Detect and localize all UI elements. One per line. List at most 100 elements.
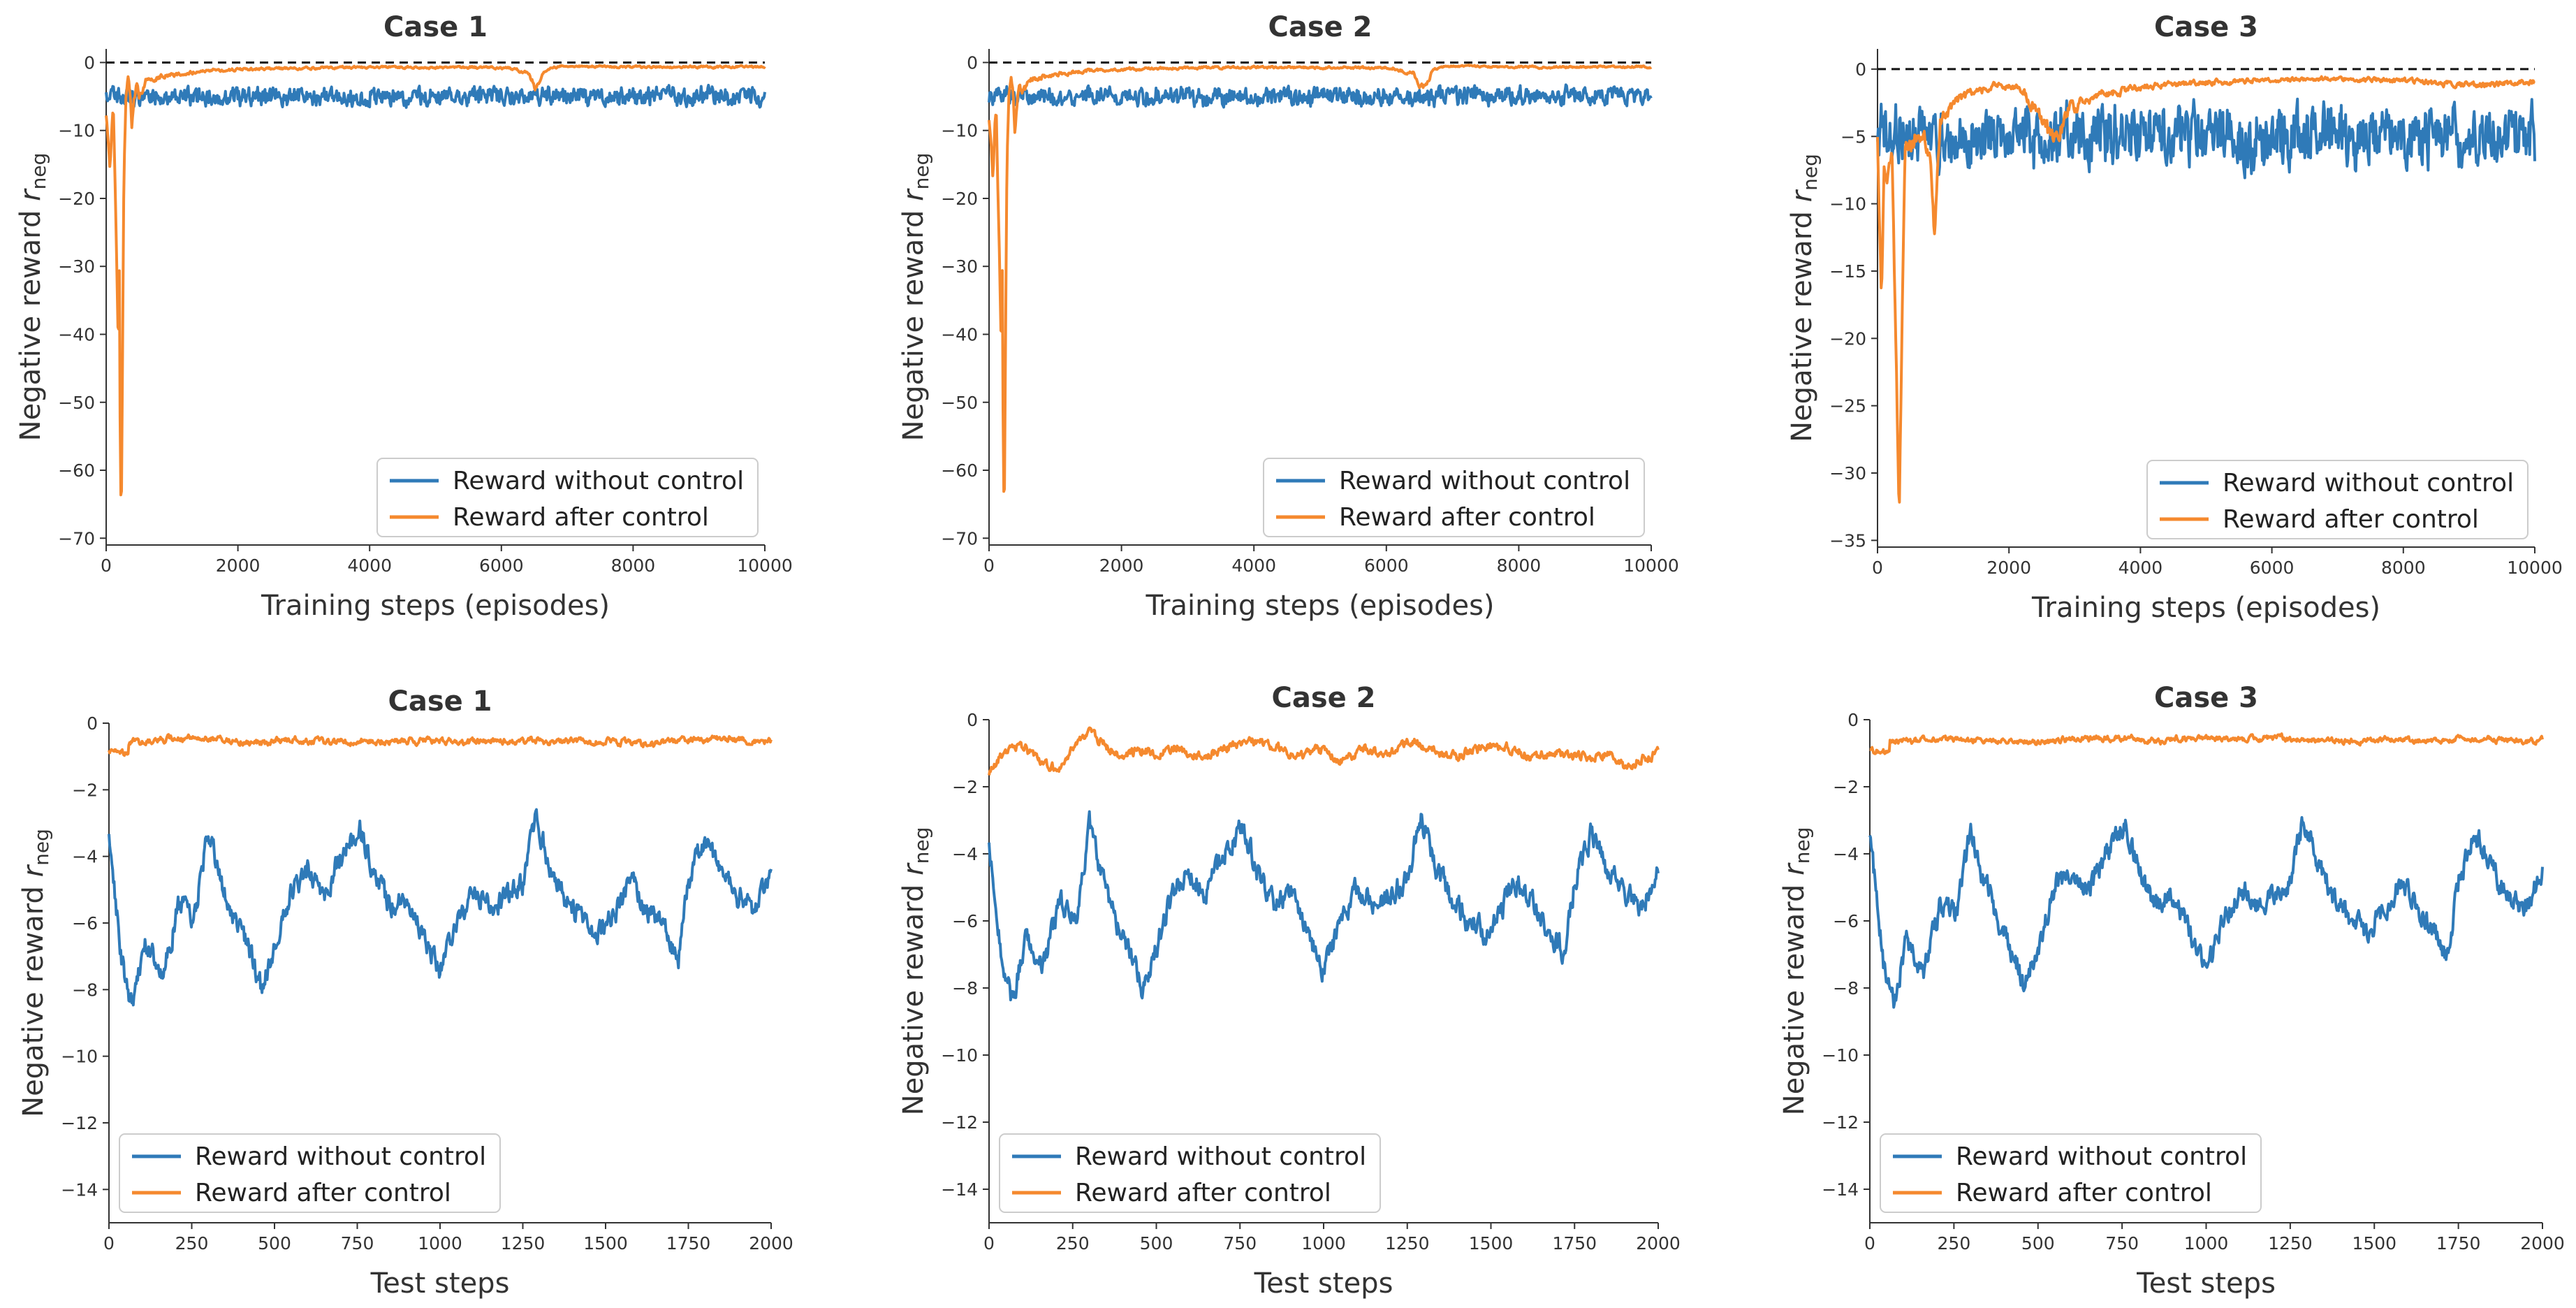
- x-tick-label: 500: [2021, 1233, 2055, 1254]
- y-axis-label: Negative reward rneg: [898, 827, 933, 1116]
- y-tick-label: −10: [58, 121, 95, 141]
- legend-entry: Reward after control: [453, 503, 709, 532]
- series-line-without-control: [1876, 97, 2536, 180]
- legend: Reward without control Reward after contr…: [1263, 458, 1645, 537]
- series-line-without-control: [108, 808, 773, 1007]
- y-tick-label: −10: [941, 1045, 978, 1066]
- series-line-without-control: [988, 810, 1660, 1002]
- legend-entry: Reward after control: [1956, 1179, 2212, 1207]
- legend-box: [119, 1133, 501, 1213]
- x-tick-label: 0: [1864, 1233, 1875, 1254]
- legend-box: [999, 1133, 1381, 1213]
- y-tick-label: −10: [941, 121, 978, 141]
- x-tick-label: 1000: [418, 1233, 462, 1254]
- x-axis-label: Test steps: [1254, 1267, 1393, 1300]
- y-tick-label: −20: [1829, 328, 1866, 349]
- chart-panel-6: Case 3 0 250 500 750 1000 1250 1500 1750 2000 0 −2 −…: [1778, 682, 2565, 1300]
- legend-entry: Reward without control: [453, 467, 744, 495]
- x-axis-label: Training steps (episodes): [261, 590, 610, 622]
- y-tick-label: −40: [58, 324, 95, 344]
- series-line-after-control: [1876, 75, 2535, 504]
- y-tick-label: −14: [61, 1179, 98, 1200]
- y-tick-label: −4: [952, 844, 978, 864]
- x-tick-label: 1750: [666, 1233, 711, 1254]
- x-tick-label: 1250: [1385, 1233, 1430, 1254]
- y-axis-label: Negative reward rneg: [1778, 827, 1814, 1116]
- y-tick-label: 0: [967, 52, 978, 73]
- legend-entry: Reward without control: [2223, 469, 2514, 497]
- x-tick-label: 0: [103, 1233, 115, 1254]
- series-line-without-control: [1868, 816, 2544, 1009]
- chart-panel-5: Case 2 0 250 500 750 1000 1250 1500 1750 2000 0 −2 −…: [898, 682, 1681, 1300]
- y-tick-label: −30: [58, 256, 95, 277]
- x-tick-label: 1250: [501, 1233, 546, 1254]
- legend-entry: Reward without control: [195, 1142, 486, 1171]
- y-tick-label: 0: [967, 710, 978, 730]
- x-tick-label: 1750: [1552, 1233, 1597, 1254]
- y-tick-label: 0: [1847, 710, 1859, 730]
- y-tick-label: −6: [72, 913, 98, 933]
- y-tick-label: −20: [58, 189, 95, 209]
- x-tick-label: 750: [1223, 1233, 1257, 1254]
- chart-panel-2: Case 2 0 2000 4000 6000 8000 10000 0 −10 −20 −30 −4…: [898, 11, 1679, 622]
- x-tick-label: 1500: [583, 1233, 628, 1254]
- chart-title: Case 2: [1271, 682, 1375, 714]
- y-tick-label: −60: [58, 460, 95, 481]
- legend-entry: Reward after control: [2223, 505, 2479, 534]
- legend-box: [1263, 458, 1645, 537]
- x-tick-label: 2000: [1099, 555, 1144, 576]
- y-axis-label: Negative reward rneg: [17, 829, 53, 1117]
- x-tick-label: 1750: [2436, 1233, 2481, 1254]
- x-tick-label: 1000: [2184, 1233, 2229, 1254]
- legend: Reward without control Reward after contr…: [119, 1133, 501, 1213]
- y-axis-label: Negative reward rneg: [15, 153, 50, 442]
- y-tick-label: −40: [941, 324, 978, 344]
- y-tick-label: −2: [952, 777, 978, 797]
- y-tick-label: −25: [1829, 396, 1866, 416]
- y-tick-label: −6: [1833, 911, 1859, 931]
- legend-box: [2146, 460, 2529, 539]
- series-line-after-control: [988, 64, 1653, 493]
- y-tick-label: −12: [1822, 1112, 1859, 1133]
- y-tick-label: −14: [941, 1179, 978, 1200]
- x-tick-label: 0: [983, 1233, 995, 1254]
- x-tick-label: 750: [2105, 1233, 2139, 1254]
- y-tick-label: −12: [61, 1113, 98, 1133]
- legend-entry: Reward after control: [1339, 503, 1595, 532]
- legend: Reward without control Reward after contr…: [2146, 460, 2529, 539]
- x-tick-label: 2000: [749, 1233, 793, 1254]
- x-tick-label: 4000: [2118, 558, 2163, 578]
- y-tick-label: −50: [941, 393, 978, 413]
- chart-title: Case 1: [388, 685, 492, 718]
- x-tick-label: 1500: [1469, 1233, 1514, 1254]
- legend: Reward without control Reward after contr…: [1880, 1133, 2262, 1213]
- x-tick-label: 10000: [2507, 558, 2563, 578]
- y-tick-label: −10: [1829, 194, 1866, 215]
- y-tick-label: −30: [941, 256, 978, 277]
- x-tick-label: 0: [983, 555, 995, 576]
- x-tick-label: 500: [258, 1233, 291, 1254]
- y-tick-label: −5: [1840, 126, 1866, 147]
- chart-panel-3: Case 3 0 2000 4000 6000 8000 10000 0 −5 −10 −15 −20…: [1786, 11, 2563, 624]
- legend-entry: Reward without control: [1075, 1142, 1366, 1171]
- x-axis-label: Training steps (episodes): [1145, 590, 1494, 622]
- legend: Reward without control Reward after contr…: [999, 1133, 1381, 1213]
- legend-entry: Reward without control: [1956, 1142, 2247, 1171]
- y-tick-label: −20: [941, 189, 978, 209]
- x-tick-label: 1500: [2352, 1233, 2396, 1254]
- y-tick-label: −12: [941, 1112, 978, 1133]
- x-tick-label: 4000: [347, 555, 392, 576]
- series-line-after-control: [105, 64, 766, 497]
- x-tick-label: 6000: [1364, 555, 1409, 576]
- x-tick-label: 500: [1140, 1233, 1173, 1254]
- series-line-without-control: [105, 83, 766, 109]
- x-tick-label: 250: [1938, 1233, 1971, 1254]
- y-tick-label: −8: [952, 978, 978, 998]
- chart-title: Case 3: [2154, 11, 2258, 43]
- y-tick-label: 0: [84, 52, 95, 73]
- x-tick-label: 1250: [2268, 1233, 2313, 1254]
- x-tick-label: 0: [101, 555, 112, 576]
- y-tick-label: −35: [1829, 530, 1866, 551]
- chart-title: Case 1: [383, 11, 488, 43]
- series-line-after-control: [108, 733, 773, 757]
